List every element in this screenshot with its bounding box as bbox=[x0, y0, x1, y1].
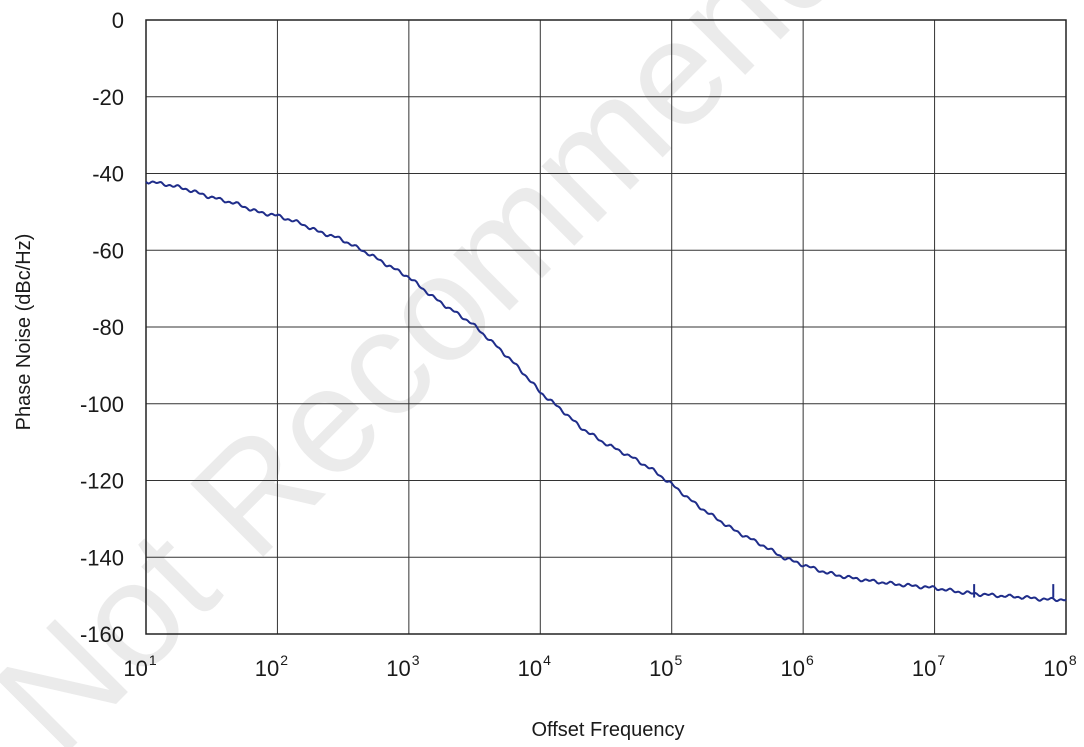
series-line-phase-noise bbox=[145, 180, 1067, 603]
y-tick-label: -20 bbox=[92, 85, 124, 110]
x-tick-label: 103 bbox=[386, 652, 419, 681]
series-group bbox=[145, 180, 1067, 603]
y-tick-label: -100 bbox=[80, 392, 124, 417]
x-tick-label: 101 bbox=[123, 652, 156, 681]
y-axis-title: Phase Noise (dBc/Hz) bbox=[13, 234, 35, 431]
y-tick-label: 0 bbox=[112, 8, 124, 33]
x-axis-title: Offset Frequency bbox=[531, 719, 684, 741]
y-tick-labels: 0 -20 -40 -60 -80 -100 -120 -140 -160 bbox=[80, 8, 124, 647]
y-tick-label: -160 bbox=[80, 622, 124, 647]
x-tick-label: 107 bbox=[912, 652, 945, 681]
x-tick-label: 108 bbox=[1043, 652, 1076, 681]
plot-frame bbox=[145, 19, 1067, 635]
y-tick-label: -140 bbox=[80, 545, 124, 570]
x-tick-label: 106 bbox=[781, 652, 814, 681]
y-tick-label: -120 bbox=[80, 469, 124, 494]
y-tick-label: -40 bbox=[92, 162, 124, 187]
y-tick-label: -60 bbox=[92, 238, 124, 263]
x-tick-label: 102 bbox=[255, 652, 288, 681]
x-tick-label: 104 bbox=[518, 652, 551, 681]
x-tick-labels: 101 102 103 104 105 106 107 108 bbox=[123, 652, 1076, 681]
x-tick-label: 105 bbox=[649, 652, 682, 681]
y-tick-label: -80 bbox=[92, 315, 124, 340]
